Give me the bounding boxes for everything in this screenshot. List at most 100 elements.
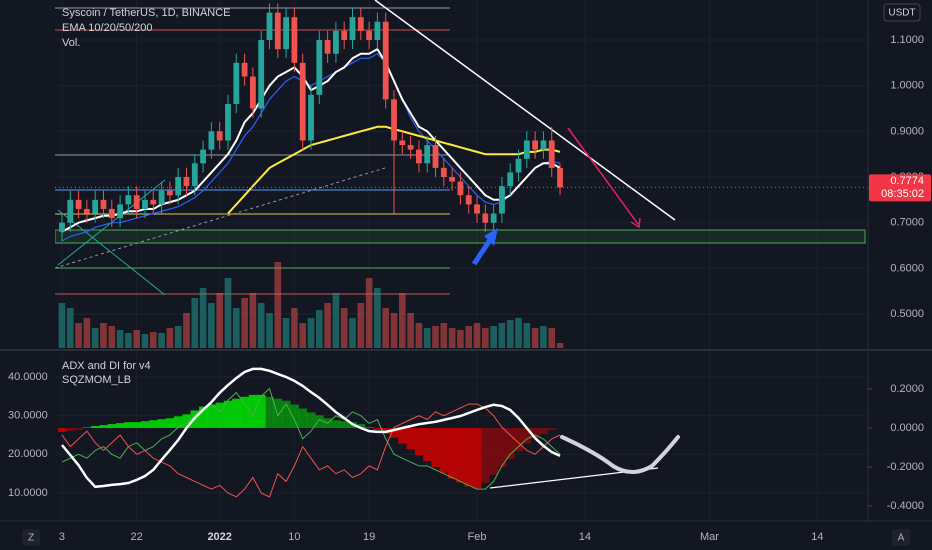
y2-tick-label: -0.4000	[887, 500, 924, 512]
candle-body	[266, 12, 273, 41]
momentum-bar	[506, 427, 515, 460]
momentum-bar	[539, 427, 548, 434]
momentum-bar	[132, 422, 142, 428]
annotations	[471, 127, 680, 489]
y-tick-label: 30.0000	[8, 410, 48, 422]
volume-bar	[556, 343, 564, 348]
volume-bar	[274, 262, 282, 348]
y-tick-label: 10.0000	[8, 487, 48, 499]
candle-body	[424, 145, 431, 164]
momentum-bar	[82, 427, 92, 428]
candle-body	[333, 30, 339, 54]
x-tick-label: 10	[288, 531, 300, 543]
indicator-label: ADX and DI for v4	[62, 360, 151, 372]
candle-body	[117, 204, 123, 219]
volume-bar	[208, 303, 215, 348]
momentum-bar	[398, 427, 407, 444]
momentum-bar	[431, 427, 440, 467]
momentum-bar	[66, 427, 75, 431]
candle-body	[299, 62, 306, 141]
momentum-bar	[406, 427, 416, 450]
candle-body	[133, 195, 140, 209]
candle-body	[166, 190, 173, 196]
volume-bar	[158, 333, 165, 348]
candle-body	[540, 140, 547, 150]
x-tick-label: Mar	[700, 531, 719, 543]
momentum-bar	[522, 427, 532, 444]
candle-body	[258, 40, 265, 109]
indicator-label: SQZMOM_LB	[62, 374, 131, 386]
momentum-bar	[414, 427, 424, 456]
candle-body	[449, 177, 456, 182]
support-zone	[55, 229, 866, 244]
toolbar-label[interactable]: Z	[28, 533, 34, 544]
y-tick-label: 0.6000	[890, 262, 924, 274]
momentum-bar	[232, 398, 241, 428]
candle-body	[532, 140, 539, 150]
momentum-bar	[157, 419, 167, 428]
momentum-bar	[115, 423, 125, 428]
y-tick-label: 1.0000	[890, 80, 924, 92]
volume-bar	[216, 293, 224, 348]
candle-body	[75, 199, 82, 209]
x-tick-label: 22	[131, 531, 143, 543]
candle-body	[349, 17, 356, 41]
momentum-bar	[140, 421, 150, 428]
currency-label[interactable]: USDT	[888, 8, 915, 19]
volume-bar	[490, 326, 497, 348]
volume-bar	[199, 288, 207, 348]
volume-bar	[457, 330, 464, 348]
candle-body	[92, 199, 99, 214]
momentum-bar	[74, 427, 84, 430]
momentum-bar	[315, 415, 324, 428]
volume-bar	[232, 308, 240, 348]
volume-bar	[191, 298, 199, 348]
volume-bar	[241, 298, 248, 348]
axes: 3 22 2022 10 19 Feb 14 Mar 14 0.5000 0.6000 0.7000 0…	[8, 34, 931, 543]
toolbar-button[interactable]	[892, 529, 910, 546]
volume-bar	[116, 330, 124, 348]
momentum-bar	[472, 427, 482, 489]
candle-body	[108, 208, 115, 219]
blue-arrow-head	[484, 228, 498, 246]
oscillator-pane	[57, 367, 561, 498]
volume-bar	[407, 313, 414, 348]
candle-body	[432, 145, 439, 168]
momentum-bar	[356, 424, 366, 428]
last-price-box	[869, 174, 931, 202]
indicator-line	[61, 367, 561, 489]
toolbar-button[interactable]	[22, 529, 40, 546]
candle-body	[274, 12, 281, 50]
candle-body	[341, 30, 348, 41]
candle-body	[382, 21, 389, 100]
y-tick-label: 0.7000	[890, 217, 924, 229]
candle-body	[523, 140, 530, 159]
currency-box[interactable]	[883, 3, 921, 22]
momentum-bar	[198, 406, 208, 428]
volume-bar	[465, 326, 473, 348]
candle-body	[83, 208, 90, 214]
volume-bar	[473, 323, 481, 348]
momentum-bar	[257, 394, 266, 428]
x-tick-label: 14	[811, 531, 823, 543]
candle-body	[515, 158, 522, 173]
candle-body	[283, 17, 290, 50]
momentum-bar	[389, 427, 399, 438]
volume-bar	[166, 328, 174, 348]
candle-body	[416, 149, 422, 164]
toolbar-label[interactable]: A	[898, 533, 905, 544]
momentum-bar	[373, 427, 382, 430]
candle-body	[125, 195, 132, 205]
volume-bar	[448, 328, 456, 348]
y-tick-label: 0.9000	[890, 125, 924, 137]
momentum-bar	[489, 427, 499, 475]
volume-bar	[324, 303, 331, 348]
x-tick-label: Feb	[468, 531, 487, 543]
y2-tick-label: 0.0000	[890, 422, 924, 434]
candle-body	[557, 167, 563, 188]
momentum-bar	[331, 420, 341, 428]
candle-body	[499, 186, 505, 214]
volume-bar	[423, 328, 431, 348]
candle-body	[391, 99, 397, 141]
